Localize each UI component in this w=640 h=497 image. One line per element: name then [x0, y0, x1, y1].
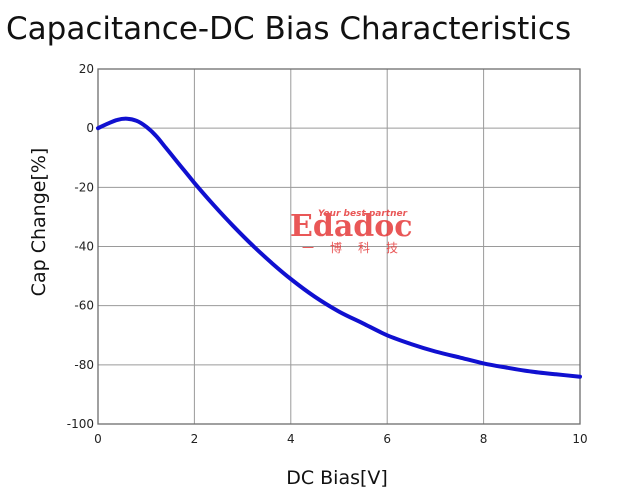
edadoc-watermark: Edadoc Your best partner 一 博 科 技 — [290, 209, 413, 255]
watermark-chinese-1: 一 — [302, 241, 314, 255]
chart-title: Capacitance-DC Bias Characteristics — [6, 11, 571, 47]
watermark-chinese-2: 博 — [330, 240, 342, 255]
watermark-chinese-3: 科 — [358, 241, 370, 255]
x-axis-label: DC Bias[V] — [286, 467, 388, 489]
x-tick-label: 4 — [287, 432, 295, 446]
y-tick-label: 20 — [79, 62, 94, 76]
x-tick-label: 6 — [383, 432, 391, 446]
y-tick-label: -80 — [74, 358, 94, 372]
y-tick-label: -40 — [74, 240, 94, 254]
y-axis-label: Cap Change[%] — [28, 148, 50, 297]
x-tick-label: 8 — [480, 432, 488, 446]
y-tick-label: -60 — [74, 299, 94, 313]
plot-frame — [97, 68, 581, 425]
watermark-tagline: Your best partner — [318, 209, 408, 219]
y-tick-label: 0 — [86, 121, 94, 135]
x-tick-label: 0 — [94, 432, 102, 446]
y-tick-label: -20 — [74, 180, 94, 194]
series-line — [96, 116, 582, 379]
watermark-brand: Edadoc — [290, 209, 413, 244]
x-tick-label: 10 — [572, 432, 587, 446]
tick-labels: 0 2 4 6 8 10 20 0 -20 -40 -60 -80 -100 — [67, 62, 588, 446]
y-tick-label: -100 — [67, 417, 94, 431]
watermark-chinese-4: 技 — [386, 241, 398, 255]
x-tick-label: 2 — [191, 432, 199, 446]
